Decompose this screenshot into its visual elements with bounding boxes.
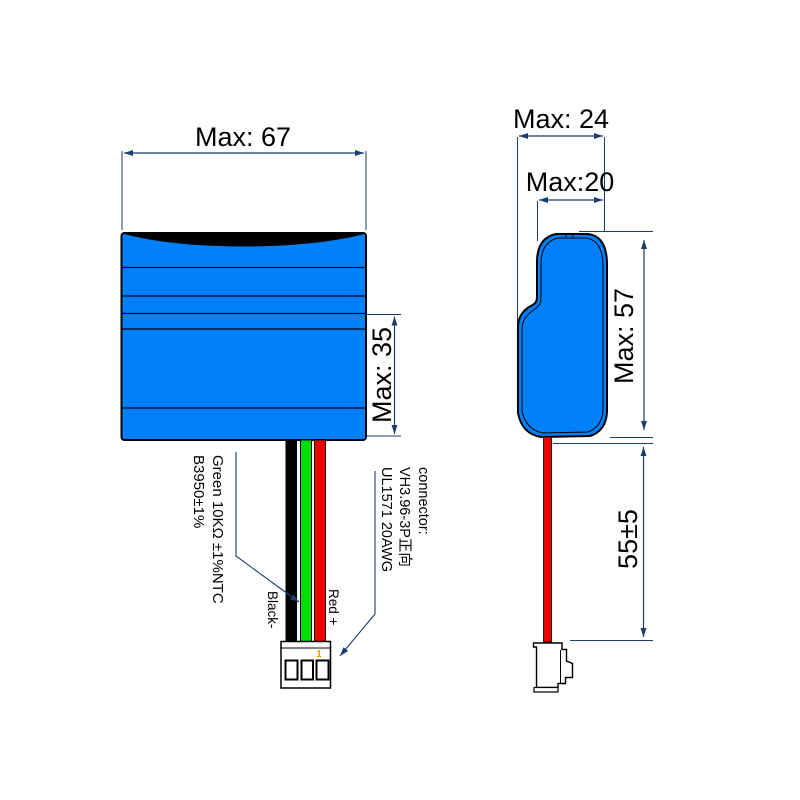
connector-side-body	[532, 642, 574, 689]
ntc-label-line1: Green 10KΩ ±1%NTC	[209, 455, 226, 604]
dim-text-wire-length: 55±5	[613, 509, 643, 569]
front-view: Max: 67 Max: 35 Green 10KΩ ±1%NTC B3950±…	[120, 122, 431, 689]
red-wire-label: Red +	[326, 589, 341, 626]
battery-side-body	[517, 233, 608, 439]
connector-label-line3: UL1571 20AWG	[378, 467, 394, 572]
connector-side	[532, 642, 574, 693]
connector-pin-hole	[284, 659, 299, 681]
dim-text-side-body-width: Max:20	[526, 167, 615, 197]
dim-text-front-height: Max: 35	[367, 327, 397, 423]
battery-side-wrap-line	[521, 237, 604, 434]
ntc-label-line2: B3950±1%	[190, 455, 207, 528]
dim-text-side-height: Max: 57	[609, 288, 639, 384]
connector-label-line1: connector:	[415, 467, 431, 535]
battery-front-body	[120, 232, 367, 441]
connector-pin-hole	[315, 659, 330, 681]
ntc-leader-line	[235, 452, 300, 603]
dim-text-side-width-max: Max: 24	[513, 104, 609, 134]
connector-leader-line	[339, 471, 376, 657]
side-view: Max: 24 Max:20 Max: 57 55±5	[513, 104, 653, 693]
connector-label-line2: VH3.96-3P正向	[396, 467, 413, 567]
wire-green	[300, 439, 312, 644]
battery-top-shade	[124, 234, 364, 247]
connector-front: 1	[280, 640, 332, 689]
black-wire-label: Black-	[265, 591, 280, 629]
connector-side-lip	[533, 686, 559, 693]
dim-text-front-width: Max: 67	[195, 122, 291, 152]
wire-red-side	[543, 436, 552, 643]
pin1-marker: 1	[316, 649, 322, 660]
wire-red	[314, 439, 326, 644]
connector-pin-hole	[300, 659, 314, 681]
wire-black	[285, 440, 297, 643]
